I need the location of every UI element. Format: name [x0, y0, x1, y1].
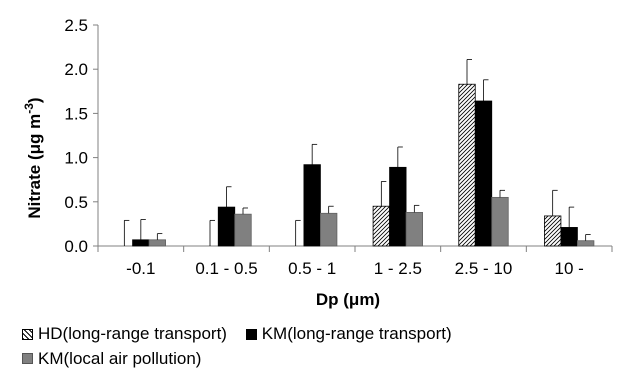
black-swatch-icon: [245, 328, 257, 340]
bar-series-2: [474, 100, 493, 247]
legend-item-hd-long-range: HD(long-range transport): [22, 322, 227, 346]
bar-series-3: [577, 240, 595, 247]
legend-item-km-long-range: KM(long-range transport): [245, 322, 452, 346]
y-axis-title: Nitrate (μg m-3): [22, 97, 44, 218]
bar-series-2: [560, 227, 578, 247]
legend-label-km-local: KM(local air pollution): [38, 348, 202, 368]
y-tick-label: 0.5: [64, 193, 88, 212]
bar-series-3: [405, 212, 423, 247]
bar-series-3: [320, 212, 338, 247]
chart-legend: HD(long-range transport) KM(long-range t…: [22, 322, 627, 371]
legend-label-hd-long-range: HD(long-range transport): [38, 324, 227, 343]
bar-series-3: [148, 239, 166, 247]
y-tick-label: 2.5: [64, 16, 88, 35]
gray-swatch-icon: [22, 353, 33, 364]
x-tick-label: 2.5 - 10: [455, 259, 513, 278]
bar-series-2: [389, 166, 407, 247]
x-tick-label: 0.5 - 1: [288, 259, 336, 278]
x-tick-label: 10 -: [555, 259, 584, 278]
bar-series-1: [458, 83, 476, 247]
bar-series-1: [544, 215, 562, 247]
x-tick-label: 0.1 - 0.5: [195, 259, 257, 278]
bar-series-3: [234, 213, 252, 247]
y-tick-label: 0.0: [64, 237, 88, 256]
y-tick-label: 2.0: [64, 60, 88, 79]
x-tick-label: 1 - 2.5: [374, 259, 422, 278]
y-tick-label: 1.5: [64, 104, 88, 123]
bar-series-1: [372, 205, 390, 247]
bar-series-3: [491, 196, 509, 247]
legend-item-km-local: KM(local air pollution): [22, 347, 201, 371]
x-tick-label: -0.1: [126, 259, 155, 278]
bar-series-2: [217, 206, 236, 247]
legend-label-km-long-range: KM(long-range transport): [261, 324, 452, 343]
hatched-swatch-icon: [22, 328, 33, 340]
bar-series-2: [132, 239, 150, 247]
bar-series-2: [303, 164, 321, 247]
nitrate-bar-chart: Nitrate (μg m-3) Dp (μm) 0.0 0.5 1.0 1.5 2.0…: [22, 16, 613, 309]
x-axis-title: Dp (μm): [316, 290, 380, 309]
y-tick-label: 1.0: [64, 149, 88, 168]
